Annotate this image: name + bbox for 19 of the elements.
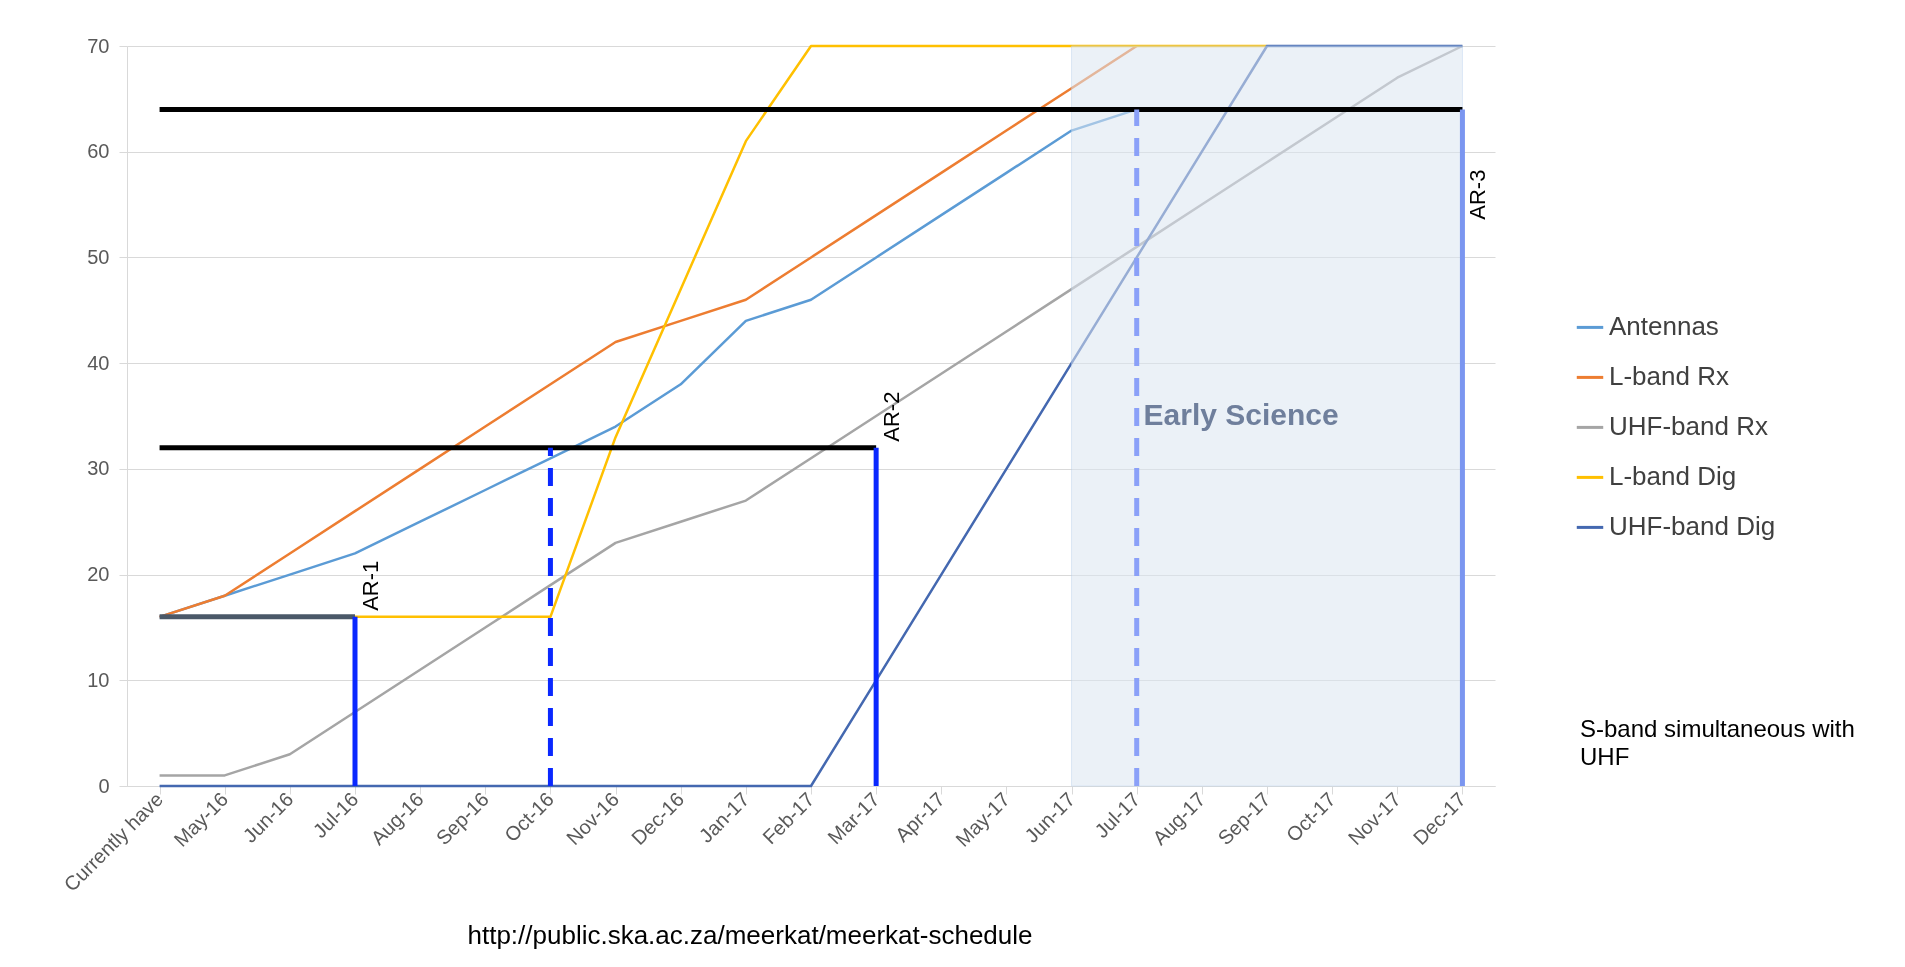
annotation: AR-3: [1465, 169, 1491, 220]
y-tick-label: 60: [87, 140, 110, 163]
legend-label: L-band Rx: [1609, 361, 1729, 392]
annotation: AR-2: [879, 391, 905, 442]
text: S-band simultaneous with UHF: [1580, 715, 1856, 771]
legend-label: Antennas: [1609, 311, 1719, 342]
band-label: Early Science: [1143, 398, 1339, 431]
y-tick-label: 10: [87, 668, 110, 691]
text: http://public.ska.ac.za/meerkat/meerkat-schedule: [466, 920, 1034, 951]
legend-label: L-band Dig: [1609, 461, 1737, 492]
y-tick-label: 30: [87, 457, 110, 480]
y-tick-label: 40: [87, 351, 110, 374]
annotation: AR-1: [358, 560, 383, 611]
legend-label: UHF-band Rx: [1609, 411, 1768, 442]
legend-label: UHF-band Dig: [1609, 511, 1776, 542]
y-tick-label: 0: [98, 774, 110, 797]
y-tick-label: 20: [87, 563, 110, 586]
y-tick-label: 50: [87, 245, 110, 268]
y-tick-label: 70: [87, 34, 110, 57]
